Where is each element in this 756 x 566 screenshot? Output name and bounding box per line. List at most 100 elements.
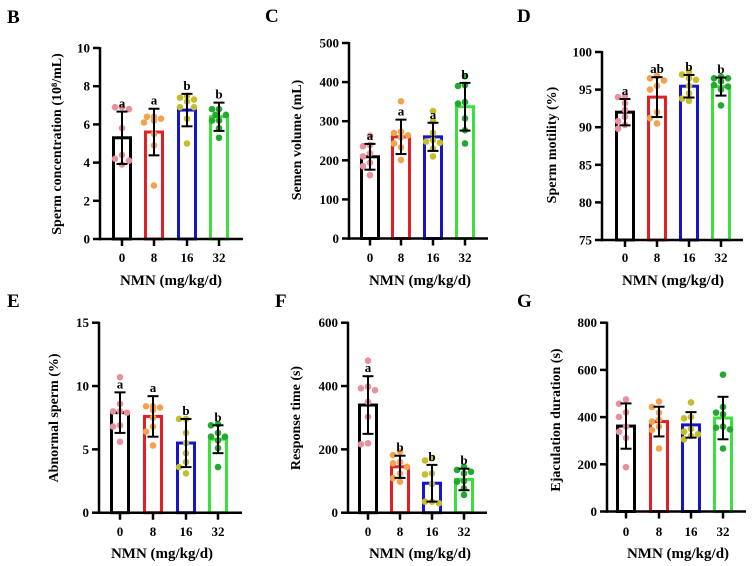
panel-D: Da ab b b 75 80 85 90 95 100 0 8 16 32 NMN (mg/kg/d) Sp… bbox=[517, 6, 743, 289]
data-point bbox=[622, 463, 630, 471]
x-tick-label: 16 bbox=[427, 250, 441, 265]
y-tick-label: 0 bbox=[333, 231, 340, 246]
data-point bbox=[357, 441, 365, 448]
y-tick-label: 400 bbox=[320, 75, 340, 90]
significance-label: b bbox=[183, 78, 190, 93]
data-point bbox=[717, 102, 725, 109]
data-point bbox=[453, 478, 461, 485]
error-bar bbox=[114, 391, 126, 434]
y-tick-label: 200 bbox=[578, 457, 598, 472]
y-tick-label: 100 bbox=[573, 45, 593, 60]
data-point bbox=[109, 423, 117, 430]
panel-label: C bbox=[265, 6, 279, 27]
data-point bbox=[712, 424, 720, 432]
x-tick-label: 32 bbox=[213, 250, 226, 265]
y-tick-label: 4 bbox=[84, 155, 91, 170]
x-tick-label: 8 bbox=[150, 524, 157, 539]
x-tick-label: 16 bbox=[685, 524, 699, 539]
data-point bbox=[710, 81, 718, 89]
error-bar bbox=[715, 76, 727, 97]
error-bar bbox=[148, 107, 160, 157]
significance-label: a bbox=[151, 93, 158, 108]
data-point bbox=[359, 153, 367, 160]
error-bar bbox=[620, 402, 632, 450]
data-point bbox=[111, 103, 119, 111]
y-tick-label: 5 bbox=[83, 442, 90, 457]
data-point bbox=[116, 373, 124, 381]
data-point bbox=[692, 76, 700, 84]
data-point bbox=[366, 171, 374, 179]
x-tick-label: 32 bbox=[459, 250, 472, 265]
data-point bbox=[390, 140, 398, 147]
data-point bbox=[176, 94, 184, 101]
error-bar bbox=[147, 395, 159, 438]
error-bar bbox=[212, 424, 224, 455]
y-tick-label: 75 bbox=[579, 233, 593, 248]
data-point bbox=[694, 431, 702, 438]
error-bar bbox=[394, 454, 406, 479]
data-point bbox=[150, 182, 158, 189]
y-tick-label: 400 bbox=[578, 410, 598, 425]
x-tick-label: 8 bbox=[151, 250, 158, 265]
data-point bbox=[190, 96, 198, 103]
data-point bbox=[364, 357, 372, 365]
data-point bbox=[366, 132, 374, 139]
significance-label: b bbox=[460, 453, 467, 468]
panel-G: G 0 200 400 600 800 0 8 16 32 NMN (mg/kg/d) Ejacula… bbox=[517, 291, 746, 562]
data-point bbox=[678, 71, 686, 78]
data-point bbox=[389, 474, 397, 482]
x-tick-label: 32 bbox=[458, 524, 471, 539]
data-point bbox=[615, 428, 623, 436]
y-tick-label: 95 bbox=[579, 82, 593, 97]
y-tick-label: 10 bbox=[76, 379, 89, 394]
x-tick-label: 0 bbox=[622, 250, 629, 265]
y-tick-label: 200 bbox=[319, 442, 339, 457]
x-tick-label: 8 bbox=[654, 250, 661, 265]
significance-label: a bbox=[430, 107, 437, 122]
data-point bbox=[467, 468, 475, 476]
y-tick-label: 8 bbox=[84, 79, 91, 94]
data-point bbox=[653, 120, 661, 127]
y-tick-label: 2 bbox=[84, 193, 91, 208]
error-bar bbox=[364, 142, 376, 171]
error-bar bbox=[651, 76, 663, 119]
error-bar bbox=[685, 411, 697, 439]
error-bar bbox=[180, 417, 192, 469]
significance-label: a bbox=[398, 104, 405, 119]
data-point bbox=[208, 105, 216, 113]
data-point bbox=[142, 403, 150, 410]
panel-C: Ca a a b 0 100 200 300 400 500 0 8 16 32 NMN (mg/kg/d)… bbox=[265, 6, 488, 289]
data-point bbox=[404, 131, 412, 139]
error-bar bbox=[653, 405, 665, 438]
panel-E: Ea a b b 0 5 10 15 0 8 16 32 NMN (mg/kg/d) Abnormal s… bbox=[7, 291, 242, 562]
y-tick-label: 10 bbox=[77, 41, 90, 56]
data-point bbox=[421, 471, 429, 478]
data-point bbox=[116, 438, 124, 446]
error-bar bbox=[213, 101, 225, 132]
significance-label: a bbox=[365, 360, 372, 375]
x-axis-label: NMN (mg/kg/d) bbox=[120, 273, 222, 289]
data-point bbox=[111, 155, 119, 163]
panel-label: E bbox=[7, 291, 20, 312]
data-point bbox=[183, 140, 191, 147]
data-point bbox=[429, 107, 437, 115]
data-point bbox=[182, 470, 190, 477]
x-tick-label: 0 bbox=[367, 250, 374, 265]
data-point bbox=[389, 460, 397, 467]
data-point bbox=[648, 426, 656, 434]
x-tick-label: 0 bbox=[623, 524, 630, 539]
x-tick-label: 8 bbox=[398, 250, 405, 265]
data-point bbox=[389, 451, 397, 459]
data-point bbox=[396, 448, 404, 455]
data-point bbox=[712, 409, 720, 416]
x-tick-label: 0 bbox=[117, 524, 124, 539]
data-point bbox=[208, 117, 216, 124]
error-bar bbox=[683, 73, 695, 99]
data-point bbox=[175, 415, 183, 423]
panel-label: B bbox=[7, 7, 20, 28]
data-point bbox=[207, 422, 215, 429]
x-axis-label: NMN (mg/kg/d) bbox=[369, 546, 471, 562]
data-point bbox=[215, 134, 223, 142]
y-tick-label: 0 bbox=[83, 505, 90, 520]
y-tick-label: 800 bbox=[578, 315, 598, 330]
